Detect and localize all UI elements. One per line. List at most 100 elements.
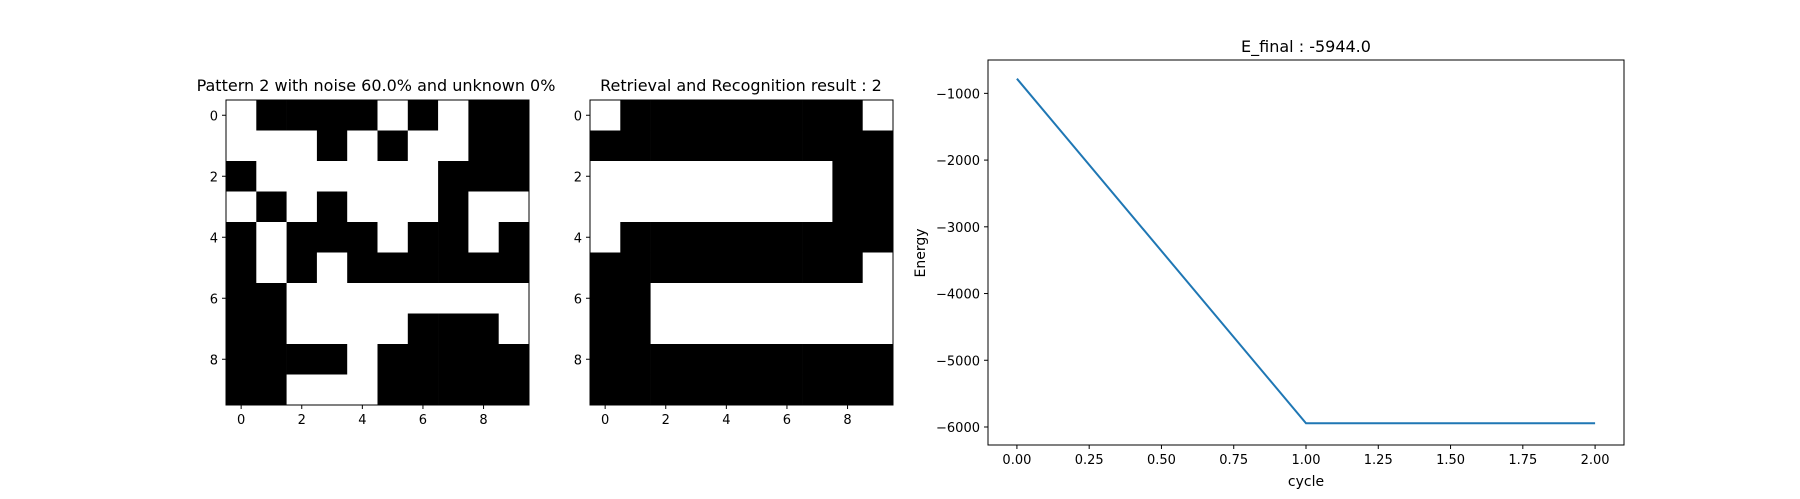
retrieval-frame (589, 99, 894, 406)
noisy-xtick-label: 4 (358, 413, 366, 428)
retrieval-cell (680, 252, 712, 284)
noisy-cell (256, 130, 287, 162)
retrieval-cell (741, 252, 773, 284)
noisy-cell (316, 374, 348, 406)
retrieval-cell (620, 313, 651, 345)
retrieval-cell (771, 100, 803, 131)
noisy-cell (377, 191, 409, 223)
retrieval-xtick-label: 4 (722, 413, 730, 428)
noisy-cell (316, 313, 348, 345)
retrieval-result-title: Retrieval and Recognition result : 2 (600, 76, 882, 95)
noisy-cell (347, 161, 378, 192)
noisy-ytick-label: 2 (210, 170, 218, 185)
energy-xtick-label: 1.25 (1364, 453, 1393, 468)
noisy-cell (468, 100, 499, 131)
energy-plot-ticks: 0.00 0.25 0.50 0.75 1.00 1.25 1.50 1.75 2.00 −100… (936, 87, 1610, 468)
noisy-cell (438, 100, 469, 131)
retrieval-cell (771, 374, 803, 406)
retrieval-ytick-label: 8 (574, 353, 582, 368)
noisy-cell (377, 100, 409, 131)
retrieval-cell (741, 344, 773, 375)
retrieval-cell (620, 222, 651, 253)
noisy-cell (286, 161, 318, 192)
noisy-cell (226, 161, 257, 192)
noisy-cell (226, 222, 257, 253)
noisy-cell (498, 130, 530, 162)
retrieval-cell (862, 191, 894, 223)
noisy-cell (347, 344, 378, 375)
noisy-cell (226, 191, 257, 223)
retrieval-cell (862, 161, 894, 192)
energy-plot-series (1016, 78, 1596, 425)
retrieval-cell (711, 161, 742, 192)
noisy-cell (316, 283, 348, 314)
noisy-cell (438, 130, 469, 162)
retrieval-cell (711, 191, 742, 223)
retrieval-cell (771, 222, 803, 253)
noisy-cell (256, 252, 287, 284)
energy-xtick-label: 1.50 (1436, 453, 1465, 468)
noisy-cell (286, 374, 318, 406)
retrieval-cell (832, 344, 863, 375)
retrieval-cell (680, 191, 712, 223)
noisy-cell (468, 283, 499, 314)
noisy-ytick-label: 4 (210, 231, 218, 246)
retrieval-cell (741, 100, 773, 131)
retrieval-cell (650, 252, 682, 284)
energy-ytick-label: −6000 (936, 421, 980, 436)
retrieval-cell (741, 161, 773, 192)
noisy-cell (226, 374, 257, 406)
retrieval-cell (771, 252, 803, 284)
noisy-cell (377, 161, 409, 192)
retrieval-cell (650, 283, 682, 314)
noisy-ytick-label: 8 (210, 353, 218, 368)
noisy-cell (407, 100, 439, 131)
noisy-cell (226, 100, 257, 131)
retrieval-cell (650, 374, 682, 406)
energy-xtick-label: 0.50 (1147, 453, 1176, 468)
retrieval-cell (771, 191, 803, 223)
retrieval-cell (832, 222, 863, 253)
noisy-cell (468, 344, 499, 375)
panel-noisy-pattern: Pattern 2 with noise 60.0% and unknown 0… (197, 76, 556, 428)
energy-xtick-label: 0.25 (1075, 453, 1104, 468)
noisy-cell (347, 374, 378, 406)
noisy-pattern-ticks: 0 2 4 6 8 0 2 4 6 8 (210, 109, 488, 428)
retrieval-cell (802, 222, 833, 253)
panel-retrieval-result: Retrieval and Recognition result : 2 0 2 4… (574, 76, 894, 428)
noisy-cell (256, 100, 287, 131)
noisy-cell (498, 313, 530, 345)
retrieval-result-ticks: 0 2 4 6 8 0 2 4 6 8 (574, 109, 852, 428)
retrieval-cell (620, 130, 651, 162)
retrieval-cell (832, 100, 863, 131)
noisy-xtick-label: 2 (298, 413, 306, 428)
retrieval-cell (832, 130, 863, 162)
noisy-ytick-label: 6 (210, 292, 218, 307)
noisy-cell (286, 130, 318, 162)
retrieval-cell (771, 313, 803, 345)
noisy-cell (226, 252, 257, 284)
retrieval-cell (650, 100, 682, 131)
retrieval-cell (771, 130, 803, 162)
noisy-cell (286, 313, 318, 345)
noisy-cell (377, 283, 409, 314)
energy-ytick-label: −3000 (936, 221, 980, 236)
noisy-cell (498, 100, 530, 131)
retrieval-cell (711, 344, 742, 375)
retrieval-cell (680, 313, 712, 345)
retrieval-cell (802, 191, 833, 223)
noisy-cell (226, 130, 257, 162)
noisy-cell (316, 222, 348, 253)
retrieval-cell (680, 283, 712, 314)
noisy-xtick-label: 6 (419, 413, 427, 428)
noisy-cell (498, 161, 530, 192)
noisy-cell (316, 161, 348, 192)
retrieval-cell (832, 191, 863, 223)
retrieval-cell (802, 313, 833, 345)
energy-xtick-label: 0.75 (1219, 453, 1248, 468)
retrieval-cell (620, 344, 651, 375)
noisy-cell (316, 130, 348, 162)
noisy-cell (347, 283, 378, 314)
retrieval-cell (620, 374, 651, 406)
retrieval-cell (620, 100, 651, 131)
